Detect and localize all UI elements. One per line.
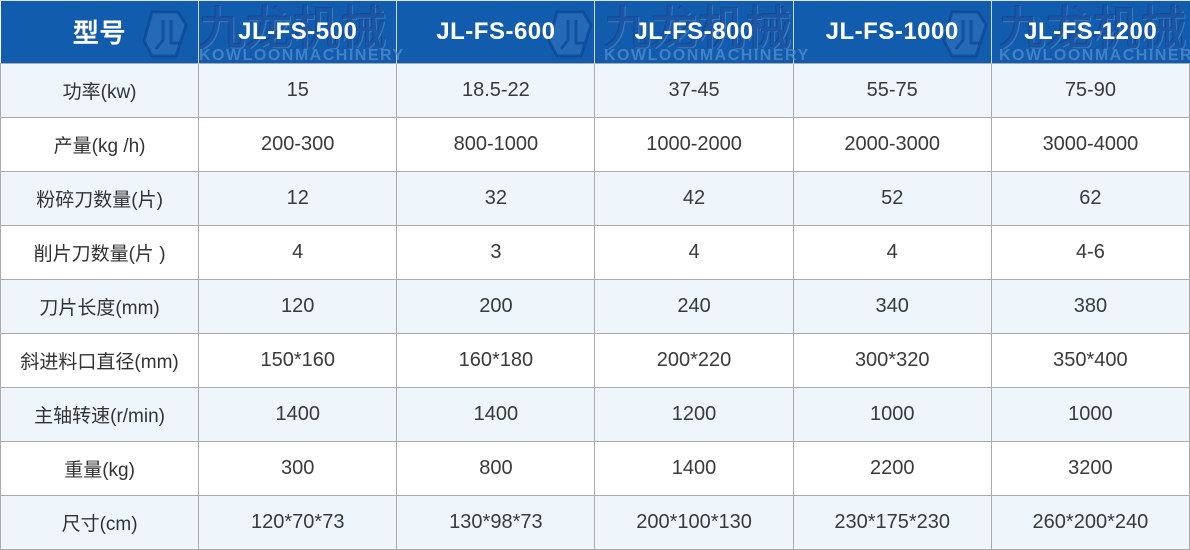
table-row-crushing-blades: 粉碎刀数量(片) 12 32 42 52 62 [0,170,1190,226]
cell-value: 800 [396,440,596,496]
cell-value: 1000 [990,386,1190,442]
model-name-text: JL-FS-800 [634,17,754,45]
cell-value: 18.5-22 [396,62,596,118]
row-label: 产量(kg /h) [0,116,200,172]
cell-value: 240 [594,278,794,334]
cell-value: 300 [198,440,398,496]
column-header-jl-fs-600: JL-FS-600 [396,1,595,63]
cell-value: 37-45 [594,62,794,118]
cell-value: 130*98*73 [396,494,596,550]
column-header-jl-fs-800: JL-FS-800 [594,1,794,63]
cell-value: 1400 [594,440,794,496]
table-row-spindle-speed: 主轴转速(r/min) 1400 1400 1200 1000 1000 [0,386,1190,442]
cell-value: 120*70*73 [198,494,398,550]
model-name-text: JL-FS-1000 [825,17,959,45]
model-label-text: 型号 [72,18,126,49]
cell-value: 160*180 [396,332,596,388]
cell-value: 800-1000 [396,116,596,172]
cell-value: 12 [198,170,398,226]
cell-value: 1200 [594,386,794,442]
column-header-model-label: 型号 [0,1,199,63]
row-label: 削片刀数量(片 ) [0,224,200,280]
model-name-text: JL-FS-600 [436,17,556,45]
cell-value: 2200 [792,440,992,496]
table-row-output: 产量(kg /h) 200-300 800-1000 1000-2000 200… [0,116,1190,172]
table-row-blade-length: 刀片长度(mm) 120 200 240 340 380 [0,278,1190,334]
cell-value: 200 [396,278,596,334]
cell-value: 3 [396,224,596,280]
table-row-chipping-blades: 削片刀数量(片 ) 4 3 4 4 4-6 [0,224,1190,280]
column-header-jl-fs-1000: JL-FS-1000 [792,1,992,63]
cell-value: 200*100*130 [594,494,794,550]
cell-value: 3200 [990,440,1190,496]
cell-value: 42 [594,170,794,226]
cell-value: 4 [594,224,794,280]
cell-value: 62 [990,170,1190,226]
cell-value: 1400 [396,386,596,442]
cell-value: 230*175*230 [792,494,992,550]
cell-value: 3000-4000 [990,116,1190,172]
cell-value: 1000 [792,386,992,442]
cell-value: 200*220 [594,332,794,388]
table-header-row: 型号 JL-FS-500 JL-FS-600 JL-FS-800 JL-FS-1… [0,1,1190,63]
cell-value: 4 [792,224,992,280]
cell-value: 4 [198,224,398,280]
table-row-weight: 重量(kg) 300 800 1400 2200 3200 [0,440,1190,496]
cell-value: 4-6 [990,224,1190,280]
row-label: 粉碎刀数量(片) [0,170,200,226]
column-header-jl-fs-500: JL-FS-500 [198,1,397,63]
row-label: 重量(kg) [0,440,200,496]
table-row-inlet-diameter: 斜进料口直径(mm) 150*160 160*180 200*220 300*3… [0,332,1190,388]
cell-value: 32 [396,170,596,226]
model-name-text: JL-FS-1200 [1024,17,1158,45]
cell-value: 75-90 [990,62,1190,118]
cell-value: 300*320 [792,332,992,388]
cell-value: 200-300 [198,116,398,172]
row-label: 功率(kw) [0,62,200,118]
cell-value: 350*400 [990,332,1190,388]
cell-value: 150*160 [198,332,398,388]
cell-value: 55-75 [792,62,992,118]
cell-value: 1400 [198,386,398,442]
row-label: 斜进料口直径(mm) [0,332,200,388]
cell-value: 120 [198,278,398,334]
model-name-text: JL-FS-500 [238,17,358,45]
row-label: 尺寸(cm) [0,494,200,550]
cell-value: 15 [198,62,398,118]
column-header-jl-fs-1200: JL-FS-1200 [990,1,1190,63]
cell-value: 1000-2000 [594,116,794,172]
cell-value: 52 [792,170,992,226]
row-label: 刀片长度(mm) [0,278,200,334]
cell-value: 380 [990,278,1190,334]
cell-value: 2000-3000 [792,116,992,172]
table-row-power: 功率(kw) 15 18.5-22 37-45 55-75 75-90 [0,62,1190,118]
table-row-dimensions: 尺寸(cm) 120*70*73 130*98*73 200*100*130 2… [0,494,1190,550]
row-label: 主轴转速(r/min) [0,386,200,442]
cell-value: 340 [792,278,992,334]
cell-value: 260*200*240 [990,494,1190,550]
